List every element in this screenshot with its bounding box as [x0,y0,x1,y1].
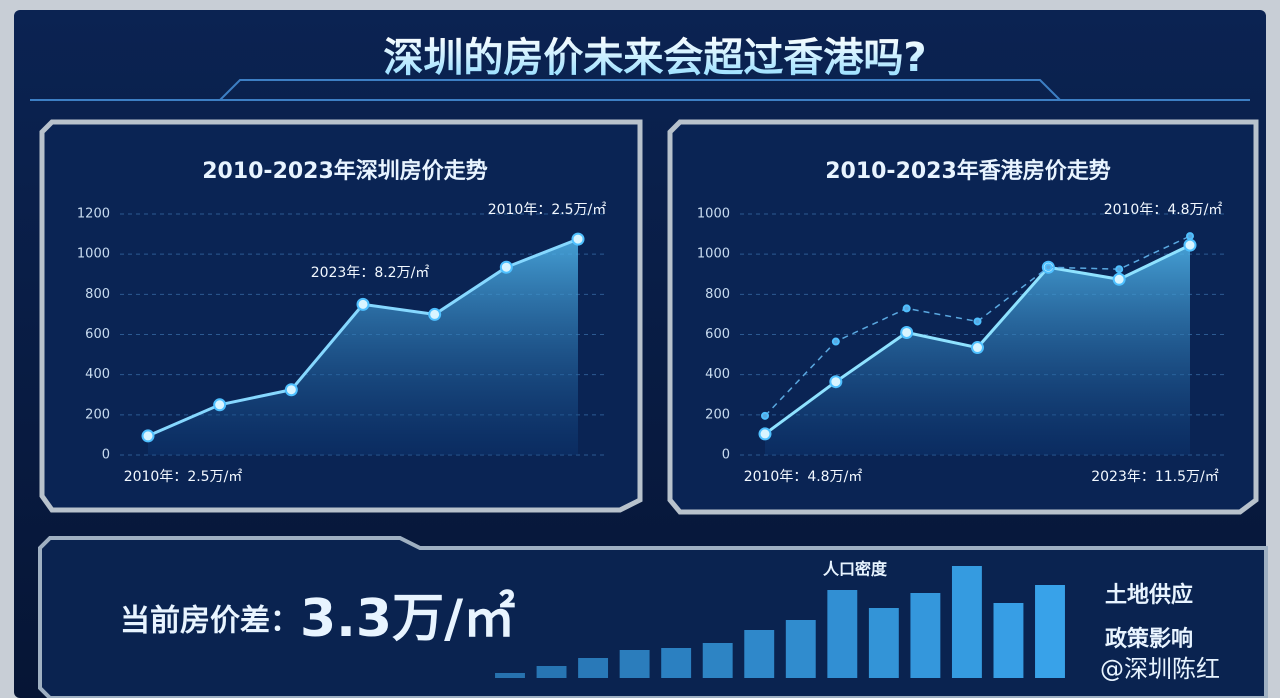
y-tick-label: 1000 [697,207,730,222]
annotation: 2023年：8.2万/㎡ [311,265,430,281]
y-tick-label: 800 [705,287,730,302]
point [831,337,840,346]
point [900,325,914,339]
bar [495,673,525,678]
annotation: 2010年：4.8万/㎡ [744,469,863,485]
point [1183,238,1197,252]
y-tick-label: 800 [85,287,110,302]
annotation: 2010年：2.5万/㎡ [124,469,243,485]
chart-title: 2010-2023年香港房价走势 [825,158,1111,184]
y-tick-label: 600 [705,327,730,342]
point [499,260,513,274]
point [284,383,298,397]
bar [578,658,609,678]
y-tick-label: 1000 [77,247,110,262]
side-label: 政策影响 [1105,626,1193,652]
gap-value: 3.3万/㎡ [300,589,515,649]
y-tick-label: 600 [85,327,110,342]
point [973,317,982,326]
bar [910,593,941,678]
bar [785,620,816,678]
bar [619,650,650,678]
annotation: 2010年：4.8万/㎡ [1104,202,1223,218]
bar [661,648,692,678]
point [761,411,769,420]
y-tick-label: 400 [705,367,730,382]
point [1044,263,1053,272]
area-fill [148,239,578,455]
watermark: @深圳陈红 [1100,655,1220,683]
annotation: 2023年：11.5万/㎡ [1091,469,1219,485]
bar [536,666,567,678]
chart-title: 2010-2023年深圳房价走势 [202,158,488,184]
point [428,307,442,321]
side-label: 土地供应 [1105,582,1193,608]
point [1186,232,1194,241]
bar [827,590,858,678]
point [758,427,772,441]
point [213,398,227,412]
bar [868,608,899,678]
y-tick-label: 0 [102,448,110,463]
point [902,304,911,313]
point [1115,265,1124,274]
y-tick-label: 1000 [697,247,730,262]
point [971,341,984,355]
point [1112,272,1126,286]
bar [744,630,775,678]
chart-title: 人口密度 [823,560,888,579]
point [141,429,155,443]
point [829,375,843,389]
y-tick-label: 0 [722,448,730,463]
bar [951,566,982,678]
y-tick-label: 200 [705,407,730,422]
bar [1035,585,1065,678]
main-title: 深圳的房价未来会超过香港吗? [383,35,926,81]
bar [993,603,1024,678]
y-tick-label: 1200 [77,207,110,222]
bar [702,643,733,678]
y-tick-label: 400 [85,367,110,382]
point [356,297,370,311]
header-line [30,79,1250,101]
y-tick-label: 200 [85,407,110,422]
gap-label: 当前房价差： [120,604,300,639]
point [571,232,585,246]
annotation: 2010年：2.5万/㎡ [488,202,607,218]
